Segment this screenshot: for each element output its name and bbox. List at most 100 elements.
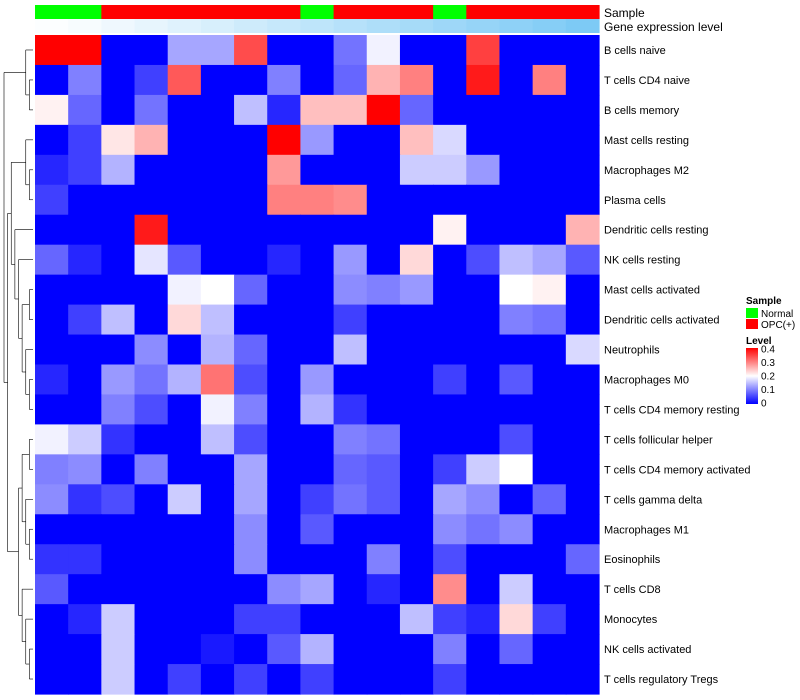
heatmap-cell [565, 394, 600, 425]
heatmap-cell [499, 664, 534, 695]
heatmap-cell [333, 94, 368, 126]
heatmap-cell [101, 514, 136, 545]
heatmap-cell [134, 94, 169, 126]
sample-annotation-cell [433, 5, 467, 19]
row-label: T cells CD8 [604, 584, 661, 596]
heatmap-cell [565, 154, 600, 186]
heatmap-cell [101, 664, 136, 695]
heatmap-cell [234, 664, 268, 695]
heatmap-cell [366, 244, 401, 276]
heatmap-cell [267, 304, 302, 336]
heatmap-cell [399, 154, 434, 186]
heatmap-cell [466, 214, 501, 246]
heatmap-cell [532, 634, 567, 665]
row-label: Eosinophils [604, 554, 661, 566]
heatmap-cell [300, 334, 335, 366]
heatmap-cell [68, 124, 102, 156]
heatmap-cell [134, 574, 169, 605]
heatmap-cell [532, 454, 567, 485]
heatmap-cell [167, 454, 202, 485]
expression-annotation-cell [499, 19, 534, 33]
heatmap-cell [200, 244, 235, 276]
heatmap-cell [300, 124, 335, 156]
heatmap-cell [101, 364, 136, 396]
heatmap-cell [234, 604, 268, 635]
heatmap-cell [333, 664, 368, 695]
row-label: Dendritic cells activated [604, 315, 720, 327]
heatmap-cell [466, 94, 501, 126]
heatmap-cell [532, 304, 567, 336]
heatmap-cell [200, 334, 235, 366]
heatmap-cell [134, 364, 169, 396]
row-label: T cells CD4 memory activated [604, 464, 751, 476]
heatmap-cell [167, 424, 202, 455]
heatmap-cell [68, 664, 102, 695]
heatmap-cell [134, 154, 169, 186]
heatmap-cell [333, 544, 368, 575]
heatmap-cell [532, 424, 567, 455]
heatmap-cell [532, 394, 567, 425]
heatmap-cell [200, 94, 235, 126]
heatmap-cell [68, 274, 102, 306]
heatmap-cell [433, 484, 467, 515]
heatmap-cell [101, 64, 136, 96]
heatmap-cell [300, 604, 335, 635]
heatmap-cell [466, 394, 501, 425]
heatmap-cell [68, 214, 102, 246]
heatmap-cell [200, 394, 235, 425]
expression-annotation-cell [433, 19, 467, 33]
heatmap-cell [167, 574, 202, 605]
heatmap-cell [35, 334, 69, 366]
heatmap-cell [134, 184, 169, 216]
sample-annotation-cell [366, 5, 401, 19]
heatmap-cell [200, 604, 235, 635]
heatmap-cell [35, 124, 69, 156]
heatmap-cell [101, 124, 136, 156]
heatmap-cell [532, 334, 567, 366]
heatmap-cell [134, 664, 169, 695]
heatmap-cell [532, 574, 567, 605]
level-legend-title: Level [746, 336, 772, 347]
expression-annotation-cell [399, 19, 434, 33]
heatmap-cell [399, 94, 434, 126]
heatmap-cell [499, 35, 534, 66]
heatmap-cell [267, 124, 302, 156]
heatmap-cell [366, 304, 401, 336]
heatmap-cell [234, 274, 268, 306]
sample-annotation-cell [35, 5, 69, 19]
heatmap-cell [565, 664, 600, 695]
heatmap-cell [499, 64, 534, 96]
heatmap-cell [134, 514, 169, 545]
heatmap-cell [101, 484, 136, 515]
heatmap-cell [267, 544, 302, 575]
heatmap-cell [499, 154, 534, 186]
heatmap-cell [532, 35, 567, 66]
heatmap-cell [532, 484, 567, 515]
heatmap-cell [267, 514, 302, 545]
heatmap-cell [333, 484, 368, 515]
heatmap-cell [366, 574, 401, 605]
heatmap-cell [433, 334, 467, 366]
expression-annotation-cell [101, 19, 136, 33]
heatmap-cell [466, 274, 501, 306]
heatmap-cell [366, 214, 401, 246]
level-tick-label: 0.4 [761, 345, 775, 356]
heatmap-cell [433, 364, 467, 396]
heatmap-cell [300, 304, 335, 336]
heatmap-cell [499, 574, 534, 605]
heatmap-cell [200, 64, 235, 96]
row-label: Neutrophils [604, 345, 660, 357]
heatmap-cell [68, 574, 102, 605]
heatmap-cell [167, 94, 202, 126]
level-colorbar [746, 348, 758, 404]
heatmap-cell [466, 634, 501, 665]
heatmap-cell [333, 454, 368, 485]
heatmap-cell [234, 184, 268, 216]
heatmap-cell [300, 244, 335, 276]
heatmap-cell [200, 304, 235, 336]
level-ticks: 0.4 0.3 0.2 0.1 0 [761, 345, 775, 410]
heatmap-cell [300, 454, 335, 485]
heatmap-cell [35, 604, 69, 635]
heatmap-cell [433, 94, 467, 126]
heatmap-cell [466, 184, 501, 216]
